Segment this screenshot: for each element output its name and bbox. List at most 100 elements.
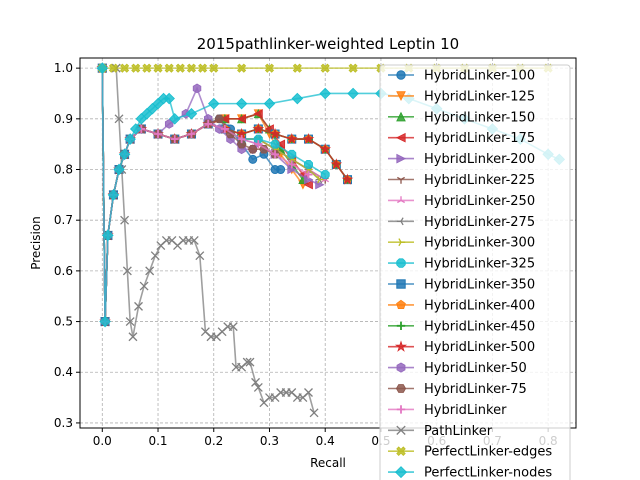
legend-marker [394, 466, 408, 479]
data-point [270, 139, 280, 149]
data-point [129, 123, 142, 135]
data-point [207, 97, 220, 110]
legend-marker [396, 362, 406, 373]
data-point [220, 124, 229, 133]
data-point [131, 63, 141, 73]
data-point [252, 122, 265, 134]
data-point [114, 114, 124, 124]
legend-label: HybridLinker-450 [424, 319, 535, 334]
data-point [134, 301, 143, 311]
legend-marker [396, 405, 406, 414]
data-point [304, 388, 313, 397]
series-pathlinker [111, 63, 319, 418]
x-tick-label: 0.3 [260, 434, 279, 448]
legend-entry: PathLinker [388, 424, 493, 439]
data-point [107, 189, 120, 201]
data-point [150, 251, 160, 261]
data-point [113, 163, 125, 176]
legend-entry: HybridLinker-300 [388, 236, 535, 251]
legend-label: HybridLinker-350 [424, 278, 535, 293]
legend-entry: HybridLinker-325 [388, 257, 535, 272]
legend-marker [398, 238, 406, 247]
data-point [264, 63, 275, 73]
legend-entry: HybridLinker-275 [388, 215, 535, 230]
legend-entry: HybridLinker-75 [388, 382, 527, 397]
legend-marker [396, 111, 406, 122]
legend-label: HybridLinker-125 [424, 89, 535, 104]
legend-box [379, 64, 571, 480]
legend-label: HybridLinker-250 [424, 194, 535, 209]
y-axis-label: Precision [29, 216, 43, 270]
legend-label: HybridLinker-225 [424, 173, 535, 188]
data-point [330, 158, 343, 170]
data-point [102, 229, 114, 242]
data-point [317, 175, 324, 184]
data-point [164, 63, 174, 73]
data-point [247, 145, 258, 154]
data-point [291, 92, 304, 105]
data-point [287, 160, 296, 169]
data-point [242, 357, 252, 367]
legend-label: HybridLinker-300 [424, 236, 535, 251]
legend-marker [395, 384, 407, 393]
data-point [303, 180, 313, 190]
data-point [271, 150, 280, 159]
plot-frame [79, 57, 577, 429]
legend-entry: HybridLinker-225 [388, 173, 535, 188]
data-point [204, 119, 213, 128]
legend-label: PerfectLinker-nodes [424, 466, 552, 480]
y-tick-label: 0.4 [54, 365, 73, 379]
data-point [304, 170, 313, 179]
legend-entry: HybridLinker-450 [388, 319, 535, 334]
x-tick-label: 0.4 [316, 434, 335, 448]
legend-marker [395, 132, 406, 143]
data-point [228, 322, 238, 332]
data-point [275, 139, 286, 149]
data-point [96, 62, 109, 74]
legend-label: HybridLinker-275 [424, 215, 535, 230]
data-point [145, 266, 155, 276]
legend-entry: HybridLinker-400 [388, 298, 535, 313]
data-point [320, 170, 330, 180]
data-point [263, 97, 276, 110]
data-point [302, 132, 315, 145]
legend-marker [396, 70, 406, 80]
legend-entry: HybridLinker-150 [388, 110, 535, 125]
chart-title: 2015pathlinker-weighted Leptin 10 [197, 35, 459, 53]
y-tick-label: 0.9 [54, 112, 73, 126]
legend-label: PathLinker [424, 424, 493, 439]
legend-entry: HybridLinker [388, 403, 507, 418]
y-tick-label: 0.6 [54, 264, 73, 278]
data-point [259, 145, 269, 154]
data-point [319, 87, 331, 100]
data-point [189, 236, 199, 245]
data-point [341, 173, 354, 185]
y-tick-label: 0.3 [54, 416, 73, 430]
data-point [276, 165, 286, 175]
series-layer [96, 62, 566, 418]
legend-entry: HybridLinker-200 [388, 152, 535, 167]
data-point [125, 317, 135, 327]
data-point [209, 63, 219, 73]
data-point [253, 382, 263, 392]
data-point [292, 63, 302, 73]
legend-label: HybridLinker-75 [424, 382, 527, 397]
legend-entry: HybridLinker-125 [388, 89, 535, 104]
y-tick-label: 0.8 [54, 163, 73, 177]
x-axis-label: Recall [310, 456, 346, 470]
legend-entry: PerfectLinker-nodes [388, 466, 552, 480]
data-point [304, 159, 313, 169]
data-point [320, 63, 330, 73]
data-point [251, 377, 261, 387]
legend-marker [396, 321, 406, 330]
data-point [347, 87, 359, 100]
data-point [214, 114, 225, 124]
data-point [245, 357, 255, 367]
data-point [235, 97, 248, 110]
legend-label: HybridLinker-50 [424, 361, 527, 376]
legend-marker [396, 279, 406, 289]
legend-entry: PerfectLinker-edges [388, 445, 552, 460]
data-point [225, 129, 236, 139]
data-point [254, 140, 263, 149]
legend-label: HybridLinker [424, 403, 507, 418]
